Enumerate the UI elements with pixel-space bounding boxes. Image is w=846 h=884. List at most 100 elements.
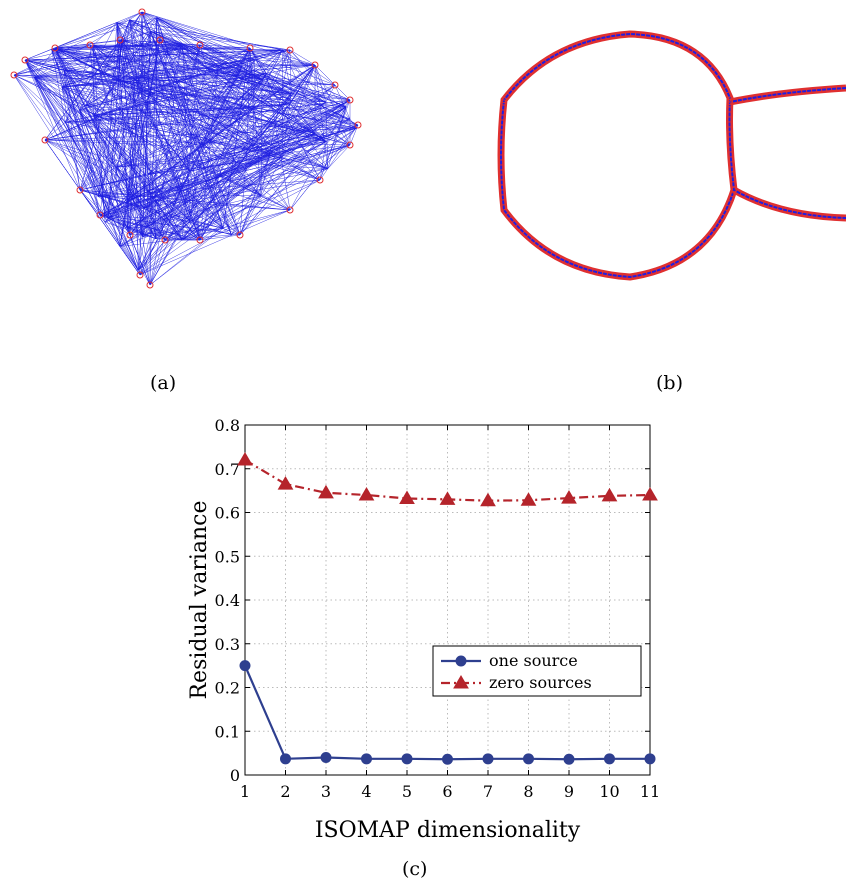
graph-edge [24,59,201,241]
graph-edge [231,133,316,236]
graph-edge [51,11,143,50]
graph-edge [24,49,283,61]
graph-edge [156,17,254,141]
x-tick-label: 10 [599,782,619,801]
graph-edge [51,17,157,50]
graph-edge [104,78,263,216]
graph-edge [127,195,262,229]
graph-edge [127,154,271,200]
graph-edge [206,49,283,69]
graph-edge [44,39,121,141]
graph-edge [182,168,328,240]
x-tick-label: 6 [442,782,452,801]
graph-edge [199,140,254,241]
graph-edge [89,44,191,172]
series-2-point [520,492,537,506]
graph-edge [34,77,143,237]
graph-node [196,236,204,244]
loop-node [500,99,507,106]
graph-edge [149,228,224,286]
series-1-point [644,753,656,765]
graph-edge [159,39,326,103]
graph-edge [107,144,201,219]
graph-edge [137,171,191,271]
graph-edge [282,101,327,157]
series-2-point [318,484,334,499]
graph-edge [44,103,291,141]
graph-edge [236,106,347,164]
loop-node [518,227,525,234]
graph-edge [127,227,156,239]
graph-edge [65,122,99,197]
graph-node [156,36,164,44]
y-tick-label: 0.4 [215,591,240,610]
graph-edge [63,69,80,111]
loop-node [537,243,544,250]
graph-edge [79,189,224,229]
graph-edge [289,49,316,66]
graph-edge [223,144,351,229]
loop-node [554,254,561,261]
graph-edge [139,141,327,276]
chart-legend: one source zero sources [432,645,642,697]
series-1-point [482,753,494,765]
graph-edge [89,44,183,239]
loop-nodes [498,31,846,280]
series-1-point [361,753,372,765]
loop-node [686,251,693,258]
graph-edge [115,167,131,236]
graph-edge [54,47,351,120]
graph-node [10,71,18,79]
graph-edge [107,217,128,229]
graph-edges [13,11,359,286]
graph-edge [129,19,219,66]
loop-node [521,74,528,81]
graph-edge [34,77,262,196]
graph-edge [156,17,347,108]
graph-edge [115,92,151,168]
graph-edge [133,78,139,271]
loop-node [510,85,517,92]
graph-edge [24,59,128,200]
graph-edge [260,49,291,196]
graph-edge [129,78,135,236]
graph-edge [51,47,251,50]
graph-edge [34,11,143,78]
loop-node [528,68,535,75]
graph-edge [289,103,327,142]
loop-node [711,226,718,233]
graph-edge [146,174,149,227]
graph-edge [200,99,351,146]
graph-edge [44,139,201,241]
loop-node [691,49,698,56]
graph-edge [139,11,143,276]
graph-edge [115,99,351,168]
graph-edge [182,195,262,241]
graph-node [96,211,104,219]
graph-node [146,281,154,289]
graph-edge [150,31,182,46]
loop-node [690,248,697,255]
graph-edge [141,11,251,49]
loop-node [713,70,720,77]
graph-node [86,41,94,49]
chart-grid [244,424,651,776]
y-tick-label: 0.7 [215,460,240,479]
loop-node [541,246,548,253]
graph-edge [262,78,336,86]
graph-edge [65,122,141,276]
graph-edge [142,84,336,238]
graph-node [138,8,146,16]
graph-edge [24,47,56,61]
graph-edge [270,144,351,156]
graph-edge [79,80,119,111]
graph-edge [129,19,263,80]
loop-node [549,53,556,60]
graph-edge [99,214,241,236]
graph-edge [93,115,321,181]
graph-edge [51,49,263,80]
graph-edge [242,66,327,142]
graph-edge [141,59,255,74]
graph-edge [115,49,283,168]
loop-node [505,212,512,219]
